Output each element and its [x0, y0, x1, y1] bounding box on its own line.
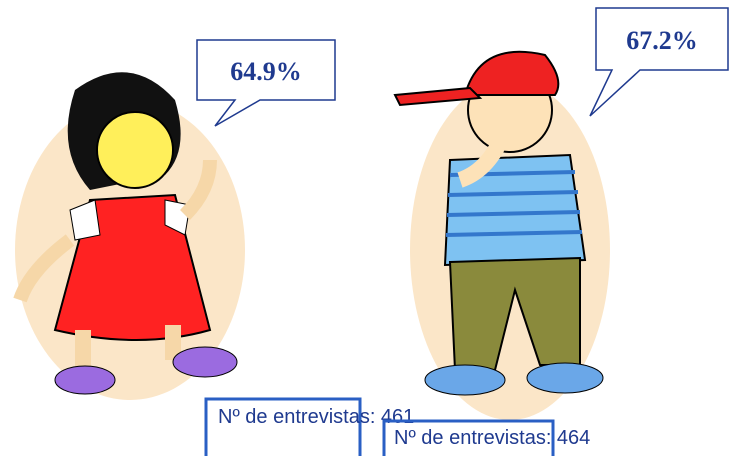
- caption: Nº de entrevistas: 464: [394, 427, 590, 449]
- percent: 64.9%: [230, 57, 302, 86]
- girl-illustration: [15, 72, 245, 400]
- boy-illustration: [395, 52, 610, 420]
- percent: 67.2%: [626, 26, 698, 55]
- page: 64.9% 67.2% Nº de entrevistas: 461 Nº de…: [0, 0, 729, 456]
- speech-bubble: [590, 8, 728, 116]
